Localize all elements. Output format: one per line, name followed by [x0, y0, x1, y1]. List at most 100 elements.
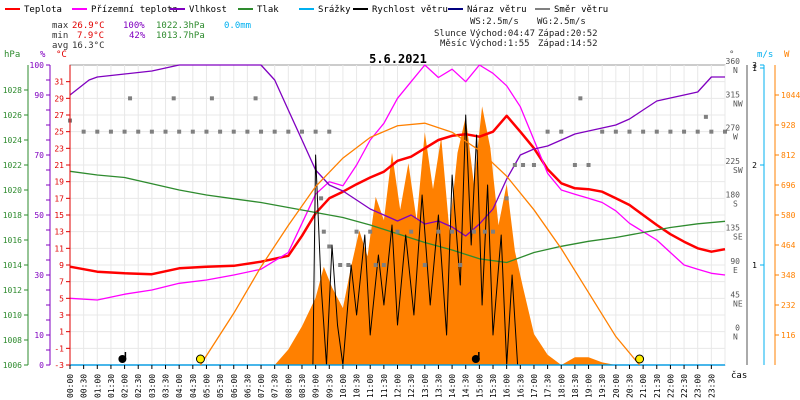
sunrise-marker — [195, 354, 205, 364]
tick-label-x: 21:30 — [653, 374, 662, 398]
wind-direction-point — [346, 263, 351, 267]
stats-avg-label: avg — [52, 41, 68, 51]
wind-direction-point — [395, 229, 400, 234]
wind-direction-point — [695, 129, 700, 134]
wind-direction-point — [504, 196, 509, 201]
wind-direction-point — [521, 163, 526, 167]
tick-label-deg-dir: SE — [733, 233, 743, 242]
tick-label-wm2: 812 — [781, 151, 796, 160]
wind-direction-point — [218, 129, 223, 134]
tick-label-hpa: 1018 — [3, 211, 22, 220]
axis-title-ms: m/s — [757, 50, 773, 60]
wind-direction-point — [627, 129, 632, 134]
tick-label-x: 23:30 — [707, 374, 716, 398]
moonrise-marker — [118, 355, 127, 363]
tick-label-x: 03:30 — [162, 374, 171, 398]
tick-label-hpa: 1020 — [3, 186, 22, 195]
stats-block: max 26.9°C 100% 1022.3hPa 0.0mm min 7.9°… — [52, 21, 251, 51]
tick-label-pct: 10 — [34, 331, 44, 340]
tick-label-x: 14:00 — [448, 374, 457, 398]
wind-direction-point — [512, 163, 517, 167]
wind-direction-point — [327, 244, 332, 249]
wind-direction-point — [482, 229, 487, 234]
tick-label-ms: 3 — [752, 61, 757, 70]
wind-direction-point — [122, 129, 127, 134]
wind-direction-point — [723, 129, 727, 134]
tick-label-hpa: 1016 — [3, 236, 22, 245]
tick-label-ms: 1 — [752, 261, 757, 270]
wind-direction-point — [373, 263, 378, 267]
tick-label-degc: 21 — [54, 161, 64, 170]
tick-label-x: 12:30 — [407, 374, 416, 398]
tick-label-pct: 90 — [34, 91, 44, 100]
wind-direction-point — [108, 129, 113, 134]
tick-label-wm2: 928 — [781, 121, 796, 130]
tick-label-deg: 225 — [726, 157, 741, 166]
stats-min-temp: 7.9°C — [77, 31, 104, 41]
tick-label-x: 07:30 — [271, 374, 280, 398]
tick-label-hpa: 1014 — [3, 261, 22, 270]
tick-label-wm2: 348 — [781, 271, 796, 280]
legend: Teplota Přízemní teplota Vlhkost Tlak Srážky… — [5, 5, 608, 15]
ws-value: WS:2.5m/s — [470, 17, 519, 27]
axis-title-degc: °C — [56, 50, 67, 60]
tick-label-degc: 27 — [54, 111, 64, 120]
tick-label-x: 18:30 — [571, 374, 580, 398]
legend-label: Vlhkost — [189, 5, 227, 15]
wind-direction-point — [204, 129, 209, 134]
tick-label-x: 10:30 — [353, 374, 362, 398]
tick-label-wm2: 580 — [781, 211, 796, 220]
wind-direction-point — [682, 129, 687, 134]
tick-label-x: 11:00 — [366, 374, 375, 398]
wind-direction-point — [613, 129, 618, 134]
wind-direction-point — [163, 129, 168, 134]
tick-label-x: 01:30 — [107, 374, 116, 398]
axis-title-pct: % — [40, 50, 46, 60]
tick-label-x: 03:00 — [148, 374, 157, 398]
legend-label: Tlak — [257, 5, 279, 15]
wind-direction-point — [253, 96, 258, 101]
tick-label-x: 02:00 — [121, 374, 130, 398]
wind-direction-point — [128, 96, 133, 101]
tick-label-x: 04:30 — [189, 374, 198, 398]
tick-label-deg: 360 — [726, 57, 741, 66]
wind-direction-point — [368, 229, 373, 234]
tick-label-x: 19:00 — [585, 374, 594, 398]
tick-label-x: 16:30 — [516, 374, 525, 398]
tick-label-degc: 3 — [59, 311, 64, 320]
tick-label-hpa: 1026 — [3, 111, 22, 120]
moonrise-time: Východ:1:55 — [470, 39, 530, 49]
tick-label-x: 10:00 — [339, 374, 348, 398]
stats-min-press: 1013.7hPa — [156, 31, 205, 41]
tick-label-pct: 50 — [34, 211, 44, 220]
wind-direction-point — [177, 129, 182, 134]
moon-label: Měsíc — [440, 39, 467, 49]
tick-label-hpa: 1012 — [3, 286, 22, 295]
wind-direction-point — [81, 129, 86, 134]
wind-direction-point — [491, 229, 496, 234]
tick-label-wm2: 1044 — [781, 91, 800, 100]
wind-direction-point — [450, 229, 455, 234]
tick-label-x: 17:00 — [530, 374, 539, 398]
wind-direction-point — [436, 229, 441, 234]
axis-title-hpa: hPa — [4, 50, 20, 60]
tick-label-x: 23:00 — [694, 374, 703, 398]
tick-label-x: 00:00 — [66, 374, 75, 398]
tick-label-x: 09:00 — [312, 374, 321, 398]
wind-direction-point — [299, 129, 304, 134]
wind-direction-point — [572, 163, 577, 167]
wind-direction-point — [259, 129, 264, 134]
tick-label-degc: 23 — [54, 144, 64, 153]
wind-direction-point — [409, 229, 414, 234]
tick-label-ms: 2 — [752, 161, 757, 170]
tick-label-degc: 31 — [54, 78, 64, 87]
tick-label-degc: 11 — [54, 244, 64, 253]
tick-label-wm2: 696 — [781, 181, 796, 190]
tick-label-x: 22:30 — [680, 374, 689, 398]
tick-label-x: 20:30 — [625, 374, 634, 398]
tick-label-degc: 13 — [54, 228, 64, 237]
tick-label-x: 21:00 — [639, 374, 648, 398]
wind-direction-point — [381, 263, 386, 267]
tick-label-degc: -1 — [54, 344, 64, 353]
tick-label-degc: 9 — [59, 261, 64, 270]
